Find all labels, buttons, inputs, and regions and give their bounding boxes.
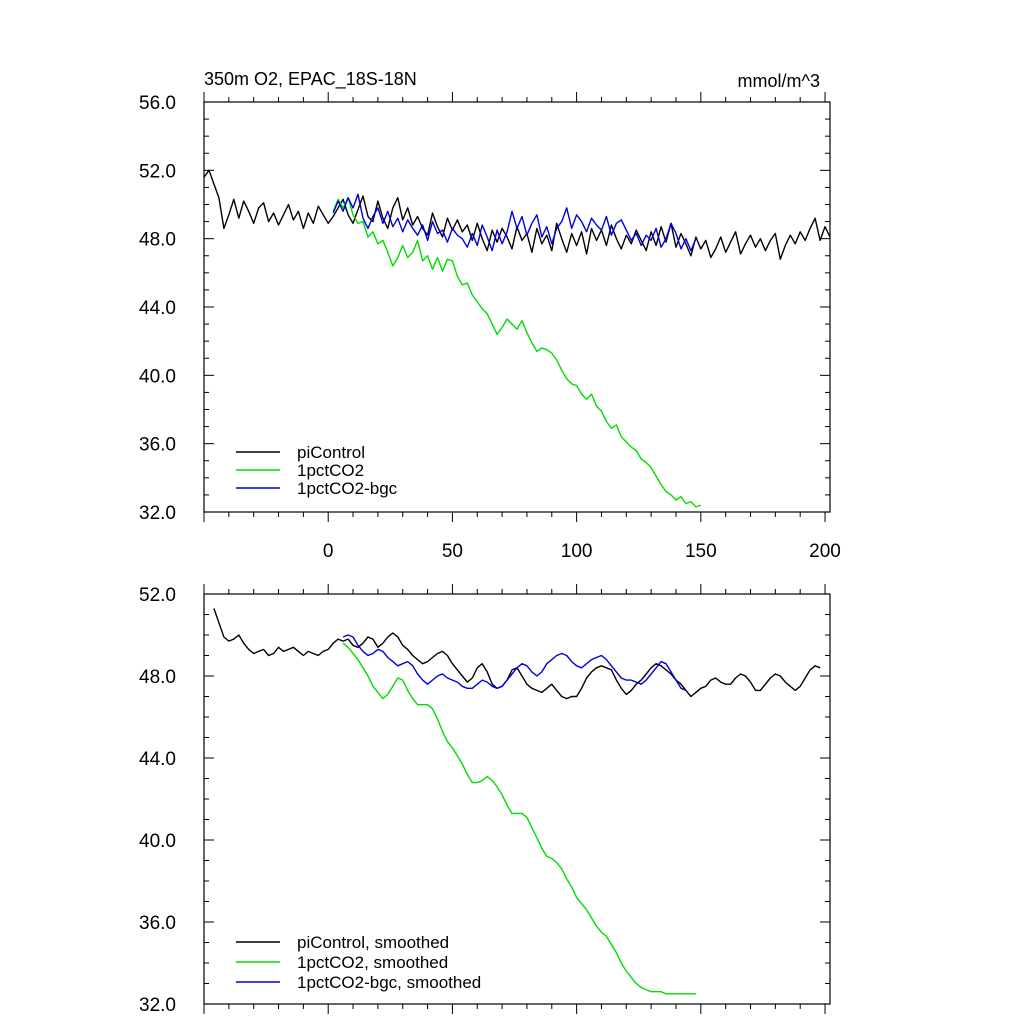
y-tick-label: 44.0 bbox=[139, 749, 176, 770]
legend-label: 1pctCO2-bgc, smoothed bbox=[297, 973, 481, 992]
series-line-3 bbox=[342, 634, 687, 692]
x-tick-label: 0 bbox=[323, 541, 334, 562]
y-tick-label: 44.0 bbox=[139, 298, 176, 319]
y-tick-label: 56.0 bbox=[139, 93, 176, 114]
y-tick-label: 36.0 bbox=[139, 435, 176, 456]
top-panel: 350m O2, EPAC_18S-18N mmol/m^3 32.0 36.0 4… bbox=[139, 69, 841, 562]
x-tick-label: 100 bbox=[561, 541, 593, 562]
y-tick-label: 40.0 bbox=[139, 366, 176, 387]
units-label: mmol/m^3 bbox=[738, 71, 820, 91]
legend-label: 1pctCO2, smoothed bbox=[297, 953, 448, 972]
y-tick-label: 36.0 bbox=[139, 913, 176, 934]
chart-title: 350m O2, EPAC_18S-18N bbox=[204, 69, 417, 90]
series-line-2 bbox=[332, 196, 702, 508]
bottom-panel: 32.0 36.0 40.0 44.0 48.0 52.0 piControl, smoot… bbox=[139, 584, 831, 1016]
y-tick-label: 52.0 bbox=[139, 585, 176, 606]
legend-label: piControl, smoothed bbox=[297, 933, 449, 952]
y-tick-label: 52.0 bbox=[139, 161, 176, 182]
x-tick-label: 50 bbox=[442, 541, 463, 562]
x-tick-label: 200 bbox=[809, 541, 841, 562]
y-tick-label: 40.0 bbox=[139, 831, 176, 852]
legend-label: 1pctCO2 bbox=[297, 461, 364, 480]
series-line-2 bbox=[342, 642, 696, 995]
series-line-1 bbox=[203, 169, 831, 260]
legend-label: 1pctCO2-bgc bbox=[297, 479, 398, 498]
series-line-1 bbox=[213, 608, 821, 700]
x-tick-label: 150 bbox=[685, 541, 717, 562]
series-line-3 bbox=[332, 193, 697, 252]
y-tick-label: 32.0 bbox=[139, 503, 176, 524]
y-tick-label: 48.0 bbox=[139, 230, 176, 251]
y-tick-label: 32.0 bbox=[139, 995, 176, 1016]
y-tick-label: 48.0 bbox=[139, 667, 176, 688]
legend-label: piControl bbox=[297, 443, 365, 462]
